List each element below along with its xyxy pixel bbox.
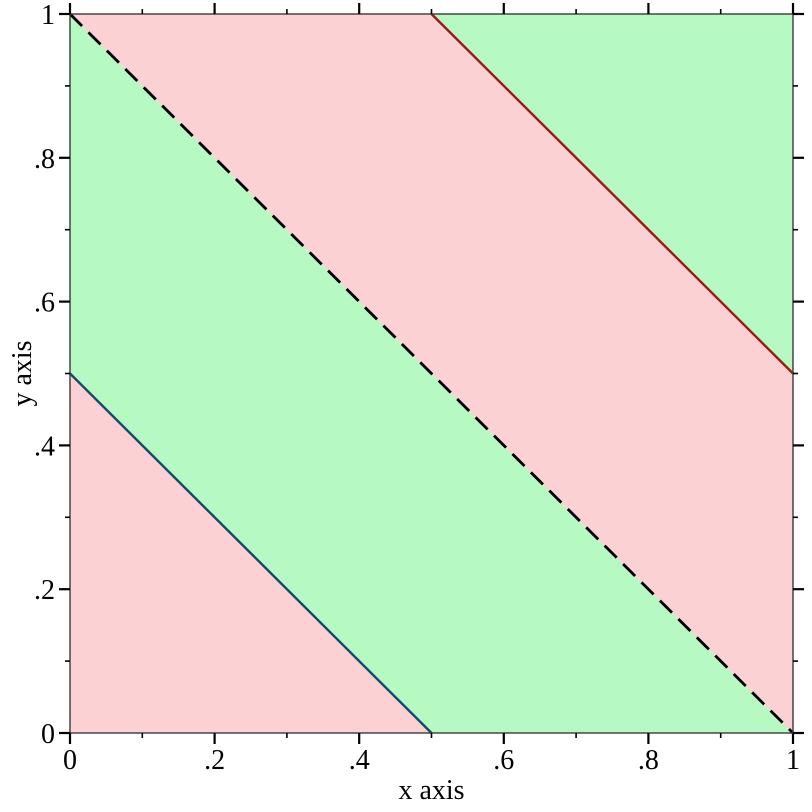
tick-label: 1: [41, 0, 55, 31]
axis-ticks: [59, 3, 804, 744]
tick-label: .4: [34, 431, 55, 462]
contour-line: [69, 372, 433, 734]
tick-label: .8: [34, 144, 55, 175]
tick-label: .2: [34, 575, 55, 606]
axis-tick-labels: 0 .2 .4 .6 .8 1 0 .2 .4 .6 .8 1: [34, 0, 800, 776]
tick-label: .8: [638, 745, 659, 776]
x-axis-label: x axis: [398, 775, 464, 806]
y-axis-label: y axis: [7, 340, 38, 406]
tick-label: .6: [493, 745, 514, 776]
contour-line: [69, 13, 794, 734]
contour-line: [430, 13, 794, 375]
tick-label: .2: [204, 745, 225, 776]
tick-label: .6: [34, 288, 55, 319]
tick-label: .4: [349, 745, 370, 776]
tick-label: 1: [786, 745, 800, 776]
tick-label: 0: [41, 719, 55, 750]
contour-lines: [69, 13, 794, 734]
tick-label: 0: [63, 745, 77, 776]
